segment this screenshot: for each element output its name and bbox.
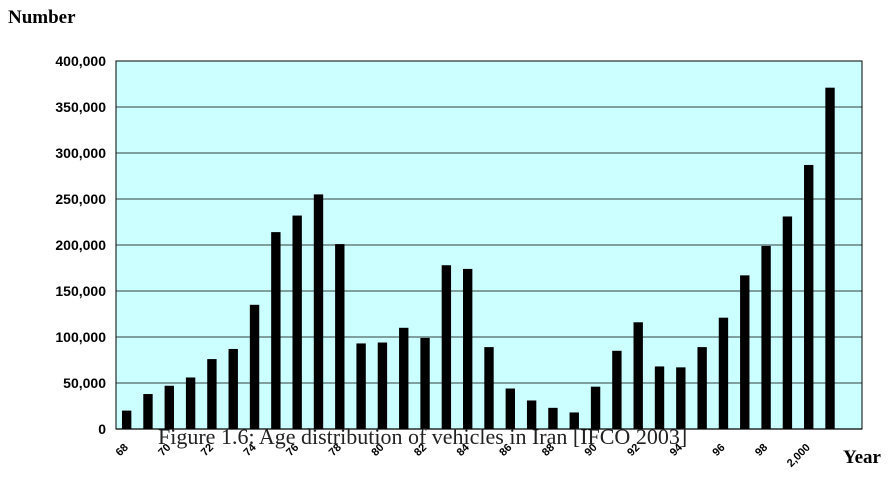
bar-2000	[804, 164, 814, 429]
bar-75	[271, 232, 281, 429]
bar-72	[207, 359, 217, 429]
bar-70	[164, 385, 174, 429]
bar-90	[590, 386, 601, 429]
bar-82	[420, 337, 430, 429]
bar-83	[441, 265, 452, 429]
bar-97	[740, 275, 750, 429]
bar-81	[399, 327, 409, 429]
bar-88	[548, 407, 558, 429]
bar-87	[526, 400, 537, 429]
x-tick-labels: 68 70 72 74 76 78 80 82 84 86 88 90 92 94 96 98 2,000	[114, 441, 813, 470]
bar-69	[143, 394, 153, 429]
bar-2001	[825, 87, 835, 430]
bar-96	[718, 317, 729, 429]
bar-68	[121, 410, 132, 429]
bar-86	[505, 388, 516, 429]
bar-78	[335, 244, 345, 429]
bar-91	[612, 350, 622, 429]
y-tick-label: 50,000	[63, 375, 106, 391]
y-tick-labels: 0 50,000 100,000 150,000 200,000 250,000 300,0…	[55, 53, 106, 437]
bar-73	[228, 348, 238, 429]
bar-93	[654, 366, 665, 429]
bar-77	[313, 194, 324, 429]
x-tick-label: 68	[114, 442, 131, 459]
bar-85	[484, 347, 494, 429]
bars	[121, 87, 835, 430]
x-tick-label: 98	[753, 442, 770, 459]
gridlines	[116, 106, 862, 384]
bar-80	[377, 342, 388, 429]
bar-95	[697, 347, 707, 429]
bar-99	[782, 216, 793, 429]
y-axis-title: Number	[8, 7, 76, 28]
x-tick-label: 96	[710, 442, 727, 459]
bar-94	[676, 367, 686, 429]
bar-74	[249, 304, 260, 429]
y-tick-label: 300,000	[55, 145, 106, 161]
bar-76	[292, 215, 302, 429]
x-axis-title: Year	[843, 447, 882, 468]
bar-71	[185, 377, 196, 429]
bar-89	[569, 412, 579, 429]
y-tick-label: 400,000	[55, 53, 106, 69]
y-tick-label: 250,000	[55, 191, 106, 207]
figure-caption: Figure 1.6: Age distribution of vehicles…	[158, 424, 687, 449]
y-tick-label: 150,000	[55, 283, 106, 299]
y-tick-label: 350,000	[55, 99, 106, 115]
x-tick-label: 2,000	[785, 442, 813, 470]
y-tick-label: 200,000	[55, 237, 106, 253]
bar-98	[761, 245, 771, 429]
y-tick-label: 0	[98, 421, 106, 437]
bar-84	[462, 268, 473, 429]
bar-92	[633, 322, 643, 429]
y-tick-label: 100,000	[55, 329, 106, 345]
bar-79	[356, 343, 366, 429]
